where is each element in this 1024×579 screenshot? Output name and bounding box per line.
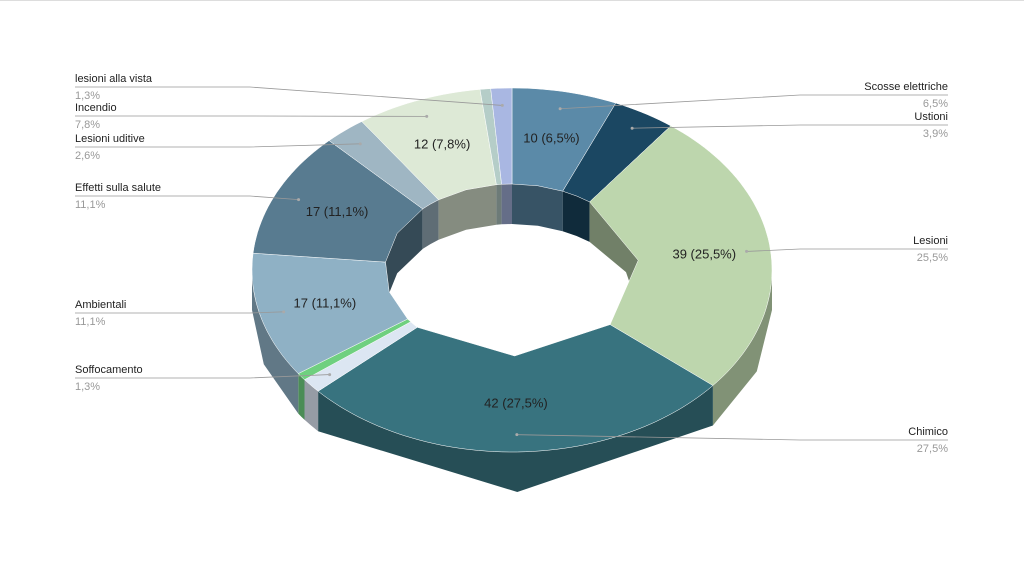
leader-dot xyxy=(631,127,634,130)
percent-label: 7,8% xyxy=(75,119,100,131)
value-label: 17 (11,1%) xyxy=(306,204,369,219)
leader-dot xyxy=(359,142,362,145)
percent-label: 1,3% xyxy=(75,90,100,102)
percent-label: 6,5% xyxy=(923,98,948,110)
category-label: Soffocamento xyxy=(75,364,143,376)
value-label: 10 (6,5%) xyxy=(523,130,579,145)
percent-label: 11,1% xyxy=(75,316,106,328)
percent-label: 11,1% xyxy=(75,199,106,211)
value-label: 17 (11,1%) xyxy=(294,295,357,310)
category-label: Ustioni xyxy=(914,111,948,123)
leader-dot xyxy=(515,433,518,436)
category-label: Chimico xyxy=(908,426,948,438)
value-label: 12 (7,8%) xyxy=(414,136,470,151)
percent-label: 25,5% xyxy=(917,252,948,264)
category-label: Scosse elettriche xyxy=(864,81,948,93)
category-label: Incendio xyxy=(75,102,117,114)
value-label: 42 (27,5%) xyxy=(484,395,548,410)
category-label: Effetti sulla salute xyxy=(75,182,161,194)
leader-dot xyxy=(297,198,300,201)
percent-label: 27,5% xyxy=(917,443,948,455)
percent-label: 3,9% xyxy=(923,128,948,140)
leader-dot xyxy=(501,104,504,107)
category-label: Lesioni xyxy=(913,235,948,247)
category-label: Ambientali xyxy=(75,299,126,311)
category-label: lesioni alla vista xyxy=(75,73,153,85)
slice-inner-wall xyxy=(502,184,512,224)
leader-dot xyxy=(425,115,428,118)
percent-label: 2,6% xyxy=(75,150,100,162)
slice-inner-wall xyxy=(496,184,501,224)
leader-dot xyxy=(328,373,331,376)
leader-dot xyxy=(282,310,285,313)
slice-inner-wall xyxy=(512,184,563,231)
leader-dot xyxy=(559,107,562,110)
leader-dot xyxy=(745,250,748,253)
slice-side xyxy=(298,374,304,420)
percent-label: 1,3% xyxy=(75,381,100,393)
category-label: Lesioni uditive xyxy=(75,133,145,145)
value-label: 39 (25,5%) xyxy=(672,246,736,261)
